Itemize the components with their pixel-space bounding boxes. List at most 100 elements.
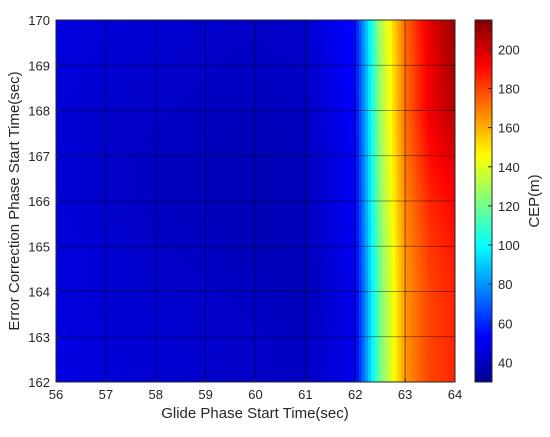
heatmap-cell (218, 291, 222, 299)
heatmap-cell (209, 255, 213, 262)
heatmap-cell (317, 231, 321, 238)
heatmap-cell (119, 339, 123, 347)
heatmap-cell (323, 345, 327, 353)
heatmap-cell (230, 303, 234, 311)
heatmap-cell (140, 303, 144, 311)
heatmap-cell (356, 351, 360, 359)
heatmap-cell (167, 261, 171, 268)
heatmap-cell (146, 339, 150, 347)
heatmap-cell (389, 309, 393, 317)
heatmap-cell (56, 225, 60, 232)
heatmap-cell (158, 237, 162, 244)
heatmap-cell (170, 237, 174, 244)
heatmap-cell (59, 213, 63, 220)
heatmap-cell (302, 309, 306, 317)
heatmap-cell (272, 291, 276, 299)
heatmap-cell (320, 237, 324, 244)
heatmap-cell (392, 219, 396, 226)
heatmap-cell (143, 164, 147, 172)
heatmap-cell (284, 321, 288, 329)
heatmap-cell (374, 309, 378, 317)
heatmap-cell (440, 345, 444, 353)
heatmap-cell (152, 201, 156, 208)
heatmap-cell (383, 231, 387, 238)
heatmap-cell (185, 327, 189, 335)
heatmap-cell (227, 345, 231, 353)
heatmap-cell (389, 158, 393, 166)
heatmap-cell (413, 309, 417, 317)
heatmap-cell (218, 369, 222, 377)
heatmap-cell (209, 315, 213, 323)
heatmap-cell (74, 170, 78, 178)
heatmap-cell (440, 225, 444, 232)
heatmap-cell (140, 267, 144, 274)
heatmap-cell (260, 321, 264, 329)
heatmap-cell (215, 339, 219, 347)
heatmap-cell (365, 182, 369, 190)
heatmap-cell (407, 375, 411, 382)
heatmap-cell (248, 357, 252, 365)
heatmap-cell (404, 279, 408, 287)
heatmap-cell (281, 291, 285, 299)
heatmap-cell (80, 327, 84, 335)
heatmap-cell (359, 291, 363, 299)
heatmap-cell (146, 315, 150, 323)
heatmap-cell (371, 194, 375, 202)
heatmap-cell (131, 182, 135, 190)
heatmap-cell (80, 279, 84, 287)
heatmap-cell (149, 357, 153, 365)
heatmap-cell (227, 351, 231, 359)
heatmap-cell (170, 369, 174, 377)
heatmap-cell (194, 201, 198, 208)
heatmap-cell (287, 315, 291, 323)
heatmap-cell (386, 309, 390, 317)
heatmap-cell (419, 345, 423, 353)
heatmap-cell (83, 237, 87, 244)
heatmap-cell (95, 345, 99, 353)
heatmap-cell (365, 303, 369, 311)
heatmap-cell (149, 291, 153, 299)
heatmap-cell (188, 255, 192, 262)
heatmap-cell (386, 345, 390, 353)
heatmap-cell (374, 327, 378, 335)
heatmap-cell (272, 194, 276, 202)
heatmap-cell (326, 255, 330, 262)
heatmap-cell (101, 363, 105, 371)
heatmap-cell (206, 176, 210, 184)
heatmap-cell (242, 363, 246, 371)
heatmap-cell (206, 321, 210, 329)
heatmap-cell (296, 327, 300, 335)
heatmap-cell (278, 357, 282, 365)
heatmap-cell (290, 213, 294, 220)
heatmap-cell (101, 345, 105, 353)
heatmap-cell (392, 164, 396, 172)
heatmap-cell (152, 375, 156, 382)
heatmap-cell (236, 176, 240, 184)
heatmap-cell (362, 357, 366, 365)
heatmap-cell (401, 303, 405, 311)
heatmap-cell (218, 207, 222, 214)
heatmap-cell (71, 321, 75, 329)
heatmap-cell (158, 213, 162, 220)
heatmap-cell (422, 194, 426, 202)
heatmap-cell (149, 261, 153, 268)
heatmap-cell (119, 279, 123, 287)
heatmap-cell (302, 267, 306, 274)
heatmap-cell (167, 194, 171, 202)
heatmap-cell (275, 291, 279, 299)
heatmap-cell (218, 176, 222, 184)
heatmap-cell (251, 315, 255, 323)
heatmap-cell (224, 273, 228, 281)
heatmap-cell (353, 291, 357, 299)
heatmap-cell (167, 237, 171, 244)
heatmap-cell (368, 164, 372, 172)
heatmap-cell (326, 182, 330, 190)
heatmap-cell (182, 194, 186, 202)
heatmap-cell (59, 375, 63, 382)
heatmap-cell (437, 194, 441, 202)
heatmap-cell (140, 291, 144, 299)
heatmap-cell (317, 255, 321, 262)
heatmap-cell (305, 164, 309, 172)
heatmap-cell (320, 158, 324, 166)
heatmap-cell (218, 273, 222, 281)
